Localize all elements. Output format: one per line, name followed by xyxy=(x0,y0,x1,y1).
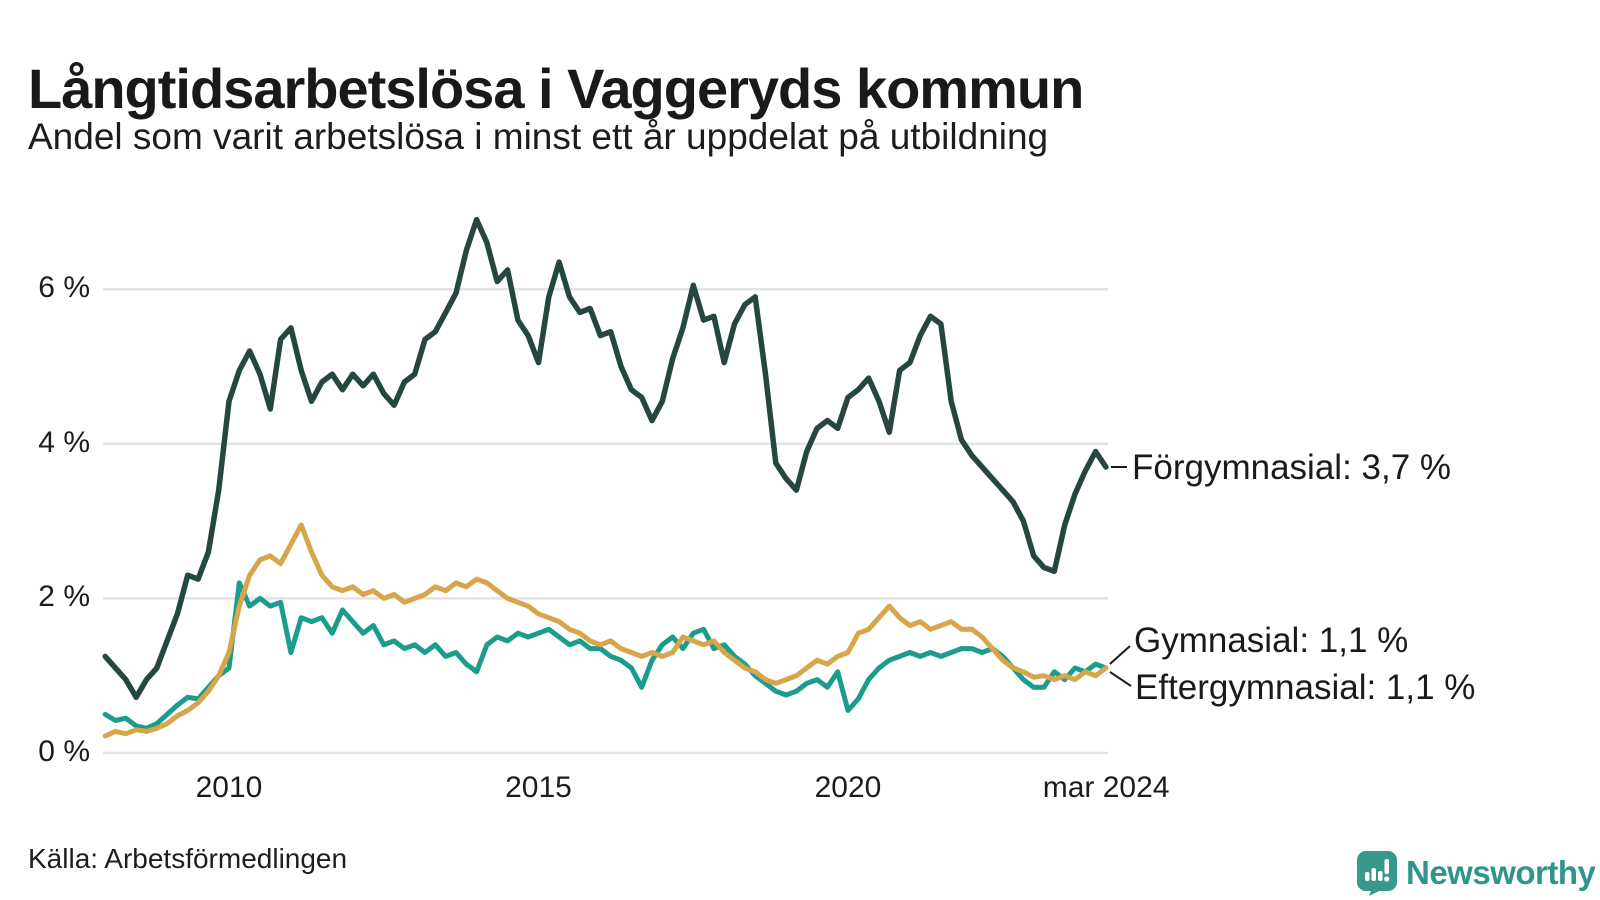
series-line-gymnasial xyxy=(102,580,1109,731)
y-tick-label: 0 % xyxy=(38,735,90,768)
series-line-eftergymnasial xyxy=(102,522,1109,739)
series-end-label-forgymnasial: Förgymnasial: 3,7 % xyxy=(1132,448,1452,487)
y-tick-label: 6 % xyxy=(38,271,90,305)
x-tick-label: 2010 xyxy=(195,771,263,804)
source-note: Källa: Arbetsförmedlingen xyxy=(28,843,348,874)
series-line-förgymnasial xyxy=(102,216,1109,701)
newsworthy-speech-bubble-bar-chart-icon xyxy=(1357,851,1397,896)
newsworthy-wordmark: Newsworthy xyxy=(1406,854,1596,891)
y-tick-label: 4 % xyxy=(38,425,90,459)
newsworthy-logo: Newsworthy xyxy=(1356,849,1596,897)
y-tick-label: 2 % xyxy=(38,580,90,614)
x-tick-label: 2015 xyxy=(505,771,572,804)
series-end-label-gymnasial: Gymnasial: 1,1 % xyxy=(1134,621,1409,660)
page-title: Långtidsarbetslösa i Vaggeryds kommun xyxy=(28,56,1084,120)
page-subtitle: Andel som varit arbetslösa i minst ett å… xyxy=(28,116,1049,157)
x-tick-label: 2020 xyxy=(814,771,882,804)
connector-eftergymnasial xyxy=(1109,671,1132,687)
x-tick-label: mar 2024 xyxy=(1042,771,1170,804)
series-end-label-eftergymnasial: Eftergymnasial: 1,1 % xyxy=(1135,668,1476,707)
connector-gymnasial xyxy=(1109,645,1131,665)
